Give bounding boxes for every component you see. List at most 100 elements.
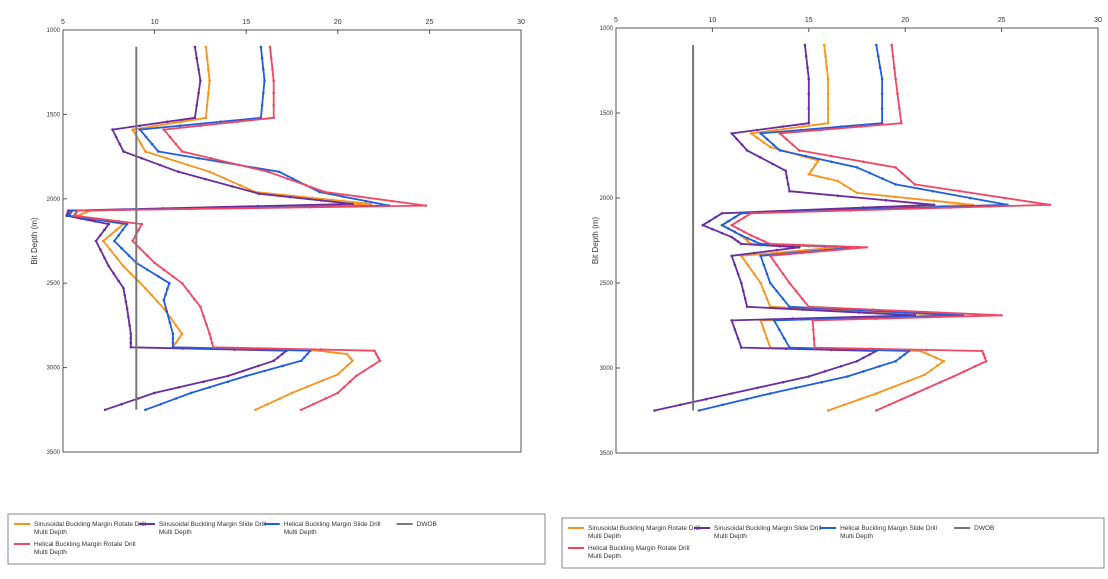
series-point xyxy=(336,391,340,395)
series-point xyxy=(327,350,330,354)
series-point xyxy=(226,374,230,378)
series-point xyxy=(913,392,917,395)
series-point xyxy=(907,177,910,180)
series-point xyxy=(801,125,804,128)
series-point xyxy=(266,402,269,406)
series-point xyxy=(812,328,815,331)
series-point xyxy=(784,169,787,173)
series-point xyxy=(806,66,809,69)
series-point xyxy=(341,195,345,198)
series-point xyxy=(341,368,345,372)
series-point xyxy=(826,177,830,180)
series-point xyxy=(262,91,265,95)
series-point xyxy=(150,142,154,146)
series-point xyxy=(756,136,759,140)
series-point xyxy=(94,239,98,243)
series-point xyxy=(803,43,807,47)
series-point xyxy=(894,359,897,363)
series-point xyxy=(193,297,196,301)
series-point xyxy=(823,370,827,373)
series-point xyxy=(277,170,281,174)
series-point xyxy=(926,386,929,390)
y-tick-label: 3000 xyxy=(600,366,614,372)
series-point xyxy=(730,223,733,227)
series-point xyxy=(858,397,862,401)
series-point xyxy=(177,170,180,174)
series-point xyxy=(302,356,306,359)
series-point xyxy=(740,242,743,246)
series-point xyxy=(874,317,877,321)
series-point xyxy=(807,375,811,378)
series-point xyxy=(939,380,942,384)
y-tick-label: 2500 xyxy=(47,281,61,287)
series-point xyxy=(262,68,265,71)
series-point xyxy=(171,341,175,345)
series-point xyxy=(117,279,120,283)
series-point xyxy=(878,365,881,368)
series-point xyxy=(299,359,303,363)
series-point xyxy=(67,214,70,217)
series-point xyxy=(347,355,351,358)
series-point xyxy=(171,332,175,336)
series-point xyxy=(153,391,156,395)
series-point xyxy=(199,124,202,127)
series-point xyxy=(875,43,878,47)
series-point xyxy=(373,349,376,353)
series-point xyxy=(768,254,772,258)
series-point xyxy=(868,171,872,175)
series-point xyxy=(271,68,274,71)
series-point xyxy=(762,263,766,267)
series-point xyxy=(740,143,744,146)
series-point xyxy=(351,359,354,363)
series-point xyxy=(285,177,289,180)
series-point xyxy=(153,261,156,265)
series-point xyxy=(932,203,936,207)
series-point xyxy=(177,337,181,340)
series-point xyxy=(351,202,354,206)
series-point xyxy=(743,216,746,219)
series-point xyxy=(174,397,178,400)
series-point xyxy=(794,289,798,293)
series-point xyxy=(730,132,733,135)
series-point xyxy=(849,209,852,212)
series-point xyxy=(174,341,178,345)
series-point xyxy=(129,341,133,345)
series-point xyxy=(111,128,114,131)
series-point xyxy=(290,391,294,395)
series-point xyxy=(762,328,766,331)
series-point xyxy=(830,160,833,163)
series-point xyxy=(927,353,930,356)
series-point xyxy=(226,380,230,384)
series-point xyxy=(174,142,178,146)
series-point xyxy=(875,392,878,395)
series-point xyxy=(120,247,123,250)
series-point xyxy=(929,369,933,372)
series-point xyxy=(746,263,749,267)
series-point xyxy=(207,91,210,95)
series-point xyxy=(898,356,902,360)
series-point xyxy=(304,184,308,187)
y-axis-label: Bit Depth (m) xyxy=(591,217,600,264)
series-point xyxy=(880,121,884,125)
series-point xyxy=(138,128,142,131)
series-point xyxy=(244,374,248,378)
series-point xyxy=(736,240,740,243)
y-tick-label: 2000 xyxy=(47,197,61,203)
series-point xyxy=(207,68,210,71)
series-point xyxy=(144,287,147,290)
series-point xyxy=(788,346,791,349)
series-point xyxy=(180,120,183,123)
y-tick-label: 3500 xyxy=(47,450,61,456)
series-point xyxy=(736,219,740,223)
x-tick-label: 15 xyxy=(242,19,250,26)
series-point xyxy=(786,183,790,186)
series-point xyxy=(952,375,955,378)
series-point xyxy=(923,373,926,377)
series-point xyxy=(93,220,97,223)
series-point xyxy=(741,289,745,293)
chart-2: 5 10 15 20 25 30 1000 1500 2000 2500 3000 3500 Bit D… xyxy=(561,17,1105,569)
series-point xyxy=(778,132,782,135)
series-point xyxy=(156,300,159,304)
series-point xyxy=(362,369,366,373)
series-point xyxy=(982,353,985,356)
